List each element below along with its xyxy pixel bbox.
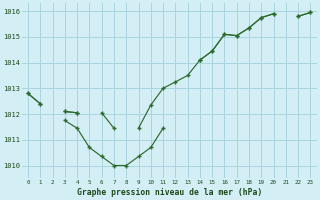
X-axis label: Graphe pression niveau de la mer (hPa): Graphe pression niveau de la mer (hPa) <box>76 188 262 197</box>
